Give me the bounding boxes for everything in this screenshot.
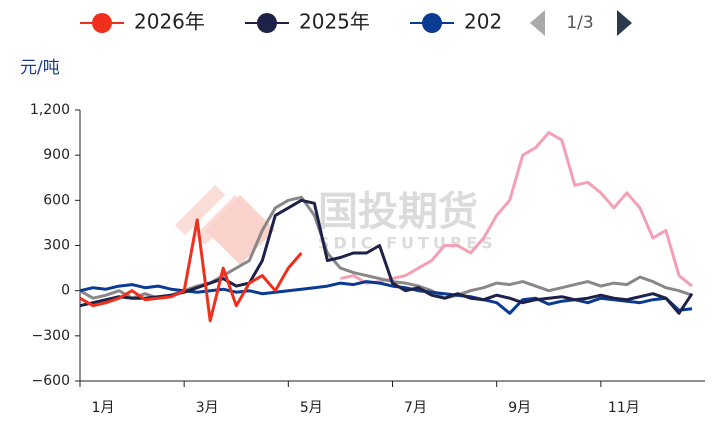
legend-prev[interactable] <box>530 10 545 36</box>
legend-marker <box>92 13 112 33</box>
x-tick-label: 7月 <box>404 400 427 416</box>
x-tick-label: 11月 <box>608 400 640 416</box>
watermark-cn: 国投期货 <box>318 189 478 235</box>
legend-label: 2026年 <box>134 10 205 34</box>
y-tick-label: −300 <box>32 328 70 344</box>
y-tick-label: 600 <box>43 192 70 208</box>
y-tick-label: 0 <box>61 283 70 299</box>
x-tick-label: 9月 <box>508 400 531 416</box>
legend-page: 1/3 <box>566 13 593 33</box>
x-tick-label: 5月 <box>300 400 323 416</box>
legend-label: 2025年 <box>299 10 370 34</box>
y-tick-label: 900 <box>43 147 70 163</box>
x-tick-label: 3月 <box>196 400 219 416</box>
y-tick-label: −600 <box>32 373 70 389</box>
series-line <box>79 218 303 323</box>
legend-label: 202 <box>464 10 502 34</box>
y-tick-label: 300 <box>43 238 70 254</box>
watermark-logo <box>175 185 275 265</box>
y-unit: 元/吨 <box>20 58 60 78</box>
legend-marker <box>422 13 442 33</box>
legend-marker <box>257 13 277 33</box>
y-tick-label: 1,200 <box>30 102 70 118</box>
x-tick-label: 1月 <box>92 400 115 416</box>
watermark-en: SDIC FUTURES <box>318 234 497 253</box>
series-line <box>340 131 693 288</box>
legend-next[interactable] <box>617 10 632 36</box>
watermark: 国投期货 SDIC FUTURES <box>175 185 497 265</box>
